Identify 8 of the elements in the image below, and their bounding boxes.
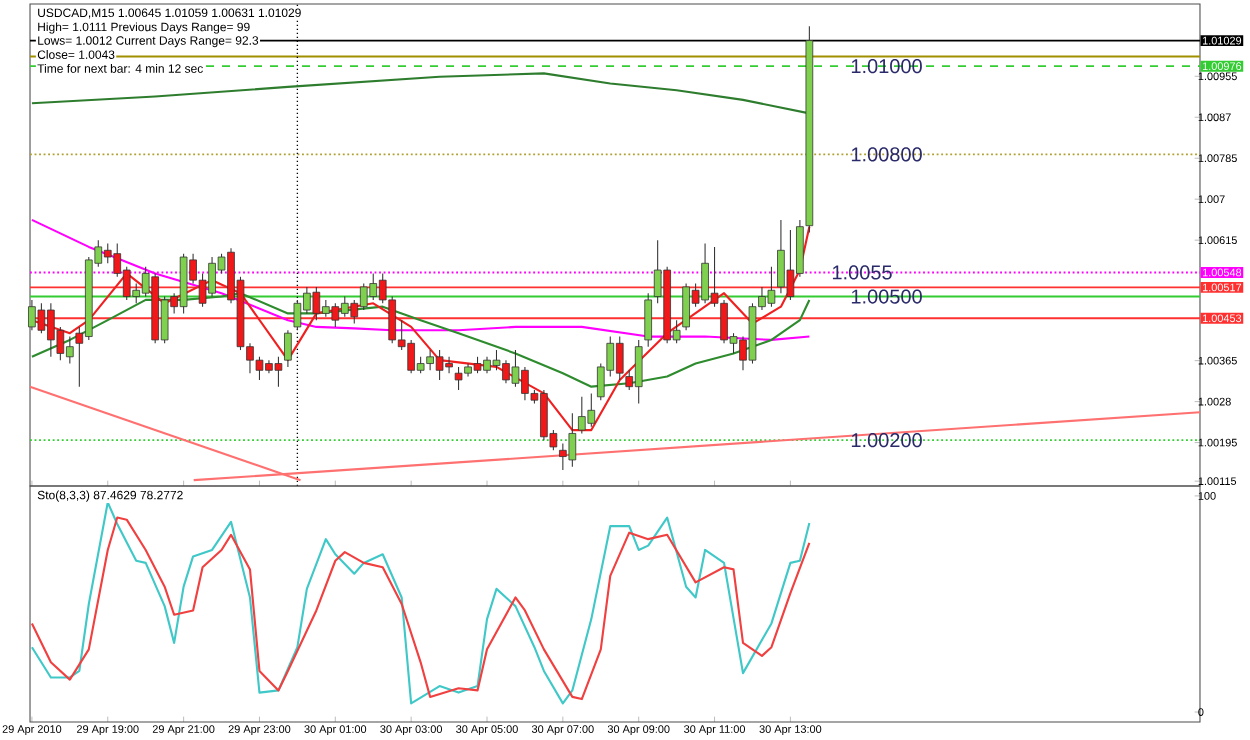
candlestick: [284, 329, 292, 368]
annotation: 1.01000: [851, 59, 922, 74]
annotation: 1.0055: [832, 265, 892, 280]
candlestick: [644, 292, 652, 348]
annotation: 1.00200: [851, 433, 922, 448]
line-series: [30, 292, 811, 388]
annotation: 1.00800: [851, 147, 922, 162]
line-series: [30, 72, 811, 115]
